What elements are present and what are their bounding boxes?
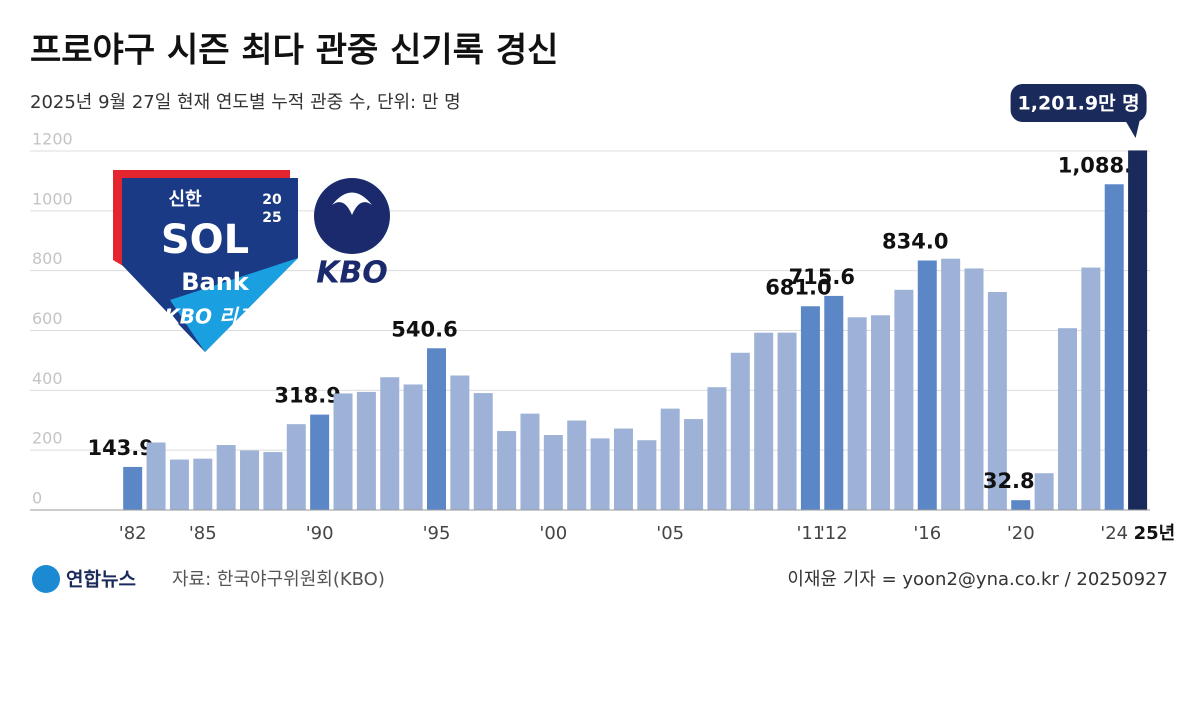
x-tick-label: '82 xyxy=(119,523,147,544)
bar xyxy=(871,315,891,510)
bar xyxy=(987,291,1007,510)
value-label: 834.0 xyxy=(882,229,948,253)
y-tick-label: 1000 xyxy=(32,189,73,208)
credit: 이재윤 기자 = yoon2@yna.co.kr / 20250927 xyxy=(787,569,1168,590)
bar xyxy=(426,348,446,510)
chart-title: 프로야구 시즌 최다 관중 신기록 경신 xyxy=(30,31,558,71)
value-label: 143.9 xyxy=(87,436,153,460)
value-label: 1,201.9만 명 xyxy=(1018,93,1140,115)
kbo-emblem-wing xyxy=(332,192,372,215)
logo-stripe xyxy=(170,258,298,352)
bar xyxy=(824,295,844,510)
bar xyxy=(684,419,704,510)
y-tick-label: 0 xyxy=(32,489,42,508)
y-tick-label: 400 xyxy=(32,369,63,388)
x-tick-label: '12 xyxy=(820,523,848,544)
bar xyxy=(754,332,774,510)
bar xyxy=(543,434,563,510)
bar xyxy=(660,408,680,510)
x-tick-label: '20 xyxy=(1007,523,1035,544)
bar xyxy=(941,258,961,510)
value-label: 318.9 xyxy=(274,384,340,408)
bar xyxy=(847,317,867,510)
bar xyxy=(497,431,517,510)
bar xyxy=(894,289,914,510)
x-tick-label: '24 xyxy=(1100,523,1128,544)
kbo-logo: KBO xyxy=(314,178,390,291)
bar xyxy=(917,260,937,510)
bar xyxy=(286,424,306,510)
bar xyxy=(356,391,376,510)
bar xyxy=(707,387,727,510)
x-tick-label: '95 xyxy=(423,523,451,544)
bar xyxy=(240,450,260,510)
y-tick-label: 200 xyxy=(32,429,63,448)
x-tick-label: '05 xyxy=(656,523,684,544)
bar xyxy=(403,384,423,510)
bar xyxy=(637,440,657,510)
bar xyxy=(380,377,400,510)
bar xyxy=(216,445,236,510)
bar xyxy=(800,306,820,510)
bar xyxy=(123,466,143,510)
bar xyxy=(169,459,189,510)
kbo-emblem xyxy=(314,178,390,254)
callout-pointer xyxy=(1125,121,1140,138)
value-label: 540.6 xyxy=(391,317,457,341)
bar xyxy=(1057,328,1077,510)
y-tick-label: 800 xyxy=(32,249,63,268)
brand: 연합뉴스 xyxy=(66,569,136,591)
callout-box xyxy=(1010,84,1147,122)
x-tick-label: '90 xyxy=(306,523,334,544)
logo-text: Bank xyxy=(181,268,250,296)
logo-shield xyxy=(122,178,298,352)
sol-league-logo: 신한 SOL 20 25 Bank KBO 리그 xyxy=(113,170,298,352)
bar xyxy=(964,268,984,510)
footer: 연합뉴스 자료: 한국야구위원회(KBO) 이재윤 기자 = yoon2@yna… xyxy=(32,565,1168,593)
bar xyxy=(193,458,213,510)
bar xyxy=(146,442,166,510)
bar xyxy=(590,438,610,510)
bar xyxy=(473,393,493,510)
bar xyxy=(567,420,587,510)
x-tick-label: 25년 xyxy=(1134,523,1176,544)
x-tick-label: '11 xyxy=(796,523,824,544)
logo-text: SOL xyxy=(161,217,249,263)
callout: 1,201.9만 명 xyxy=(1010,84,1147,138)
y-tick-label: 1200 xyxy=(32,130,73,149)
bar xyxy=(730,352,750,510)
logo-text: 신한 xyxy=(168,189,202,210)
source: 자료: 한국야구위원회(KBO) xyxy=(172,569,385,590)
bar xyxy=(333,393,353,510)
x-tick-label: '00 xyxy=(539,523,567,544)
logo-text: KBO 리그 xyxy=(164,305,257,329)
x-tick-label: '16 xyxy=(913,523,941,544)
logo-text: KBO xyxy=(316,256,388,291)
chart-subtitle: 2025년 9월 27일 현재 연도별 누적 관중 수, 단위: 만 명 xyxy=(30,92,461,113)
bar xyxy=(1034,473,1054,510)
logo-text: 25 xyxy=(262,210,281,226)
bar xyxy=(613,428,633,510)
logo-text: 20 xyxy=(262,192,282,208)
bar xyxy=(1104,184,1124,510)
value-label: 681.0 xyxy=(765,275,831,299)
brand-icon xyxy=(32,565,60,593)
bar xyxy=(1081,267,1101,510)
bar xyxy=(310,414,330,510)
bar xyxy=(520,413,540,510)
value-label: 32.8 xyxy=(983,469,1035,493)
bar xyxy=(450,375,470,510)
x-tick-label: '85 xyxy=(189,523,217,544)
bar xyxy=(263,452,283,510)
y-tick-label: 600 xyxy=(32,309,63,328)
bar xyxy=(1011,500,1031,510)
bar xyxy=(777,332,797,510)
value-label: 715.6 xyxy=(789,265,855,289)
bar xyxy=(1128,150,1148,510)
